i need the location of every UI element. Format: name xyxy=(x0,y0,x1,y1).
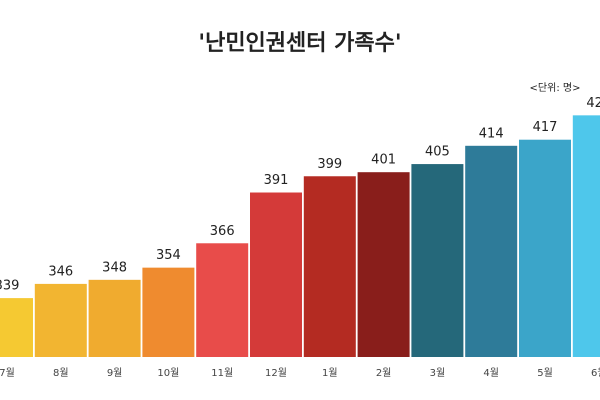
value-label: 429 xyxy=(586,96,600,111)
value-label: 405 xyxy=(425,145,450,160)
x-tick-label: 2월 xyxy=(376,367,392,379)
bar xyxy=(357,172,410,357)
bar xyxy=(142,267,195,357)
value-label: 391 xyxy=(264,173,289,188)
value-label: 354 xyxy=(156,248,181,263)
x-tick-label: 6월 xyxy=(591,367,600,379)
value-label: 348 xyxy=(102,260,127,275)
x-tick-label: 1월 xyxy=(322,367,338,379)
value-label: 366 xyxy=(210,224,235,239)
x-tick-label: 11월 xyxy=(211,367,233,379)
x-tick-label: 3월 xyxy=(430,367,446,379)
unit-label: <단위: 명> xyxy=(530,81,581,94)
value-label: 346 xyxy=(48,264,73,279)
x-tick-label: 9월 xyxy=(107,367,123,379)
bar xyxy=(303,176,356,357)
x-tick-label: 8월 xyxy=(53,367,69,379)
bar xyxy=(250,192,302,357)
x-tick-label: 4월 xyxy=(483,367,499,379)
bar xyxy=(88,279,141,357)
value-label: 401 xyxy=(371,153,396,168)
value-label: 399 xyxy=(317,157,342,172)
chart-title: '난민인권센터 가족수' xyxy=(198,31,401,56)
x-tick-label: 12월 xyxy=(265,367,287,379)
bar xyxy=(34,283,87,357)
value-label: 414 xyxy=(479,126,504,141)
bar xyxy=(572,115,600,357)
bar xyxy=(411,164,464,357)
x-tick-label: 5월 xyxy=(537,367,553,379)
bar xyxy=(0,298,33,357)
value-label: 339 xyxy=(0,279,19,294)
value-label: 417 xyxy=(533,120,558,135)
bar xyxy=(465,145,518,357)
x-tick-label: 7월 xyxy=(0,367,15,379)
bar xyxy=(519,139,571,357)
bar xyxy=(196,243,249,357)
x-tick-label: 10월 xyxy=(157,367,179,379)
